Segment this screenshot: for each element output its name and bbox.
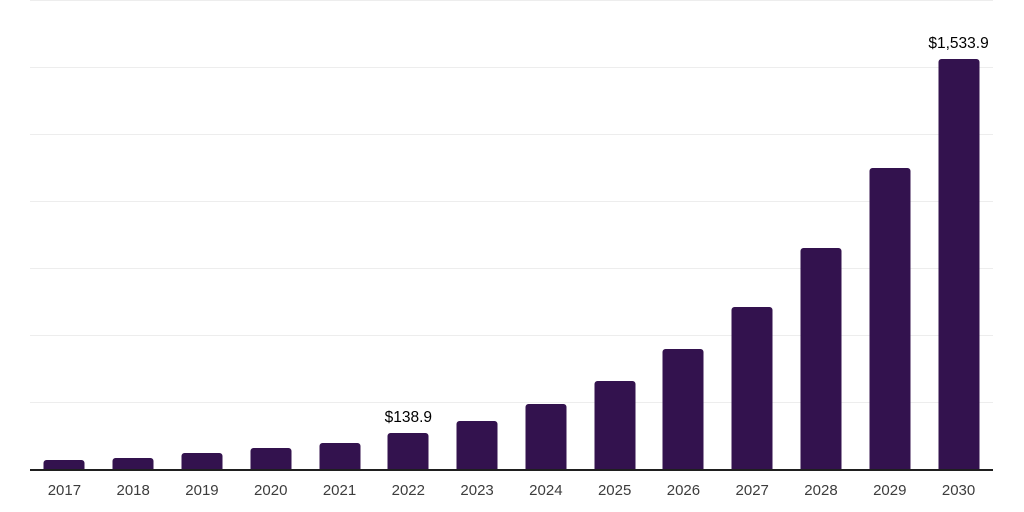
gridline-1750: [30, 0, 993, 2]
bar-2017: [43, 460, 85, 470]
bar-2020: [250, 448, 292, 470]
bar-2018: [112, 457, 154, 470]
x-tick-label-2017: 2017: [47, 482, 82, 499]
x-tick-label-2019: 2019: [185, 482, 219, 499]
bar-column-2023: [443, 0, 512, 470]
gridline-250: [30, 402, 993, 404]
bar-column-2018: [99, 0, 168, 470]
gridline-1500: [30, 67, 993, 69]
bar-2023: [456, 421, 498, 470]
x-tick-label-2022: 2022: [391, 482, 425, 499]
bar-column-2026: [649, 0, 718, 470]
x-axis-line: [30, 469, 993, 471]
bar-2024: [525, 404, 567, 470]
bar-column-2019: [168, 0, 237, 470]
bar-2026: [662, 349, 704, 470]
bar-2022: $138.9: [385, 410, 432, 470]
x-tick-label-2020: 2020: [254, 482, 288, 499]
bars-container: $138.9 $1,533.9: [30, 0, 993, 470]
gridline-1250: [30, 134, 993, 136]
bar-column-2017: [30, 0, 99, 470]
x-tick-label-2025: 2025: [597, 482, 632, 499]
bar-column-2028: [787, 0, 856, 470]
value-label-2030: $1,533.9: [928, 35, 989, 53]
plot-area: $138.9 $1,533.9: [30, 0, 993, 471]
bar-column-2030: $1,533.9: [924, 0, 993, 470]
bar-2019: [181, 453, 223, 470]
bar-2029: [869, 168, 911, 470]
x-tick-label-2028: 2028: [804, 482, 838, 499]
x-tick-label-2029: 2029: [873, 482, 907, 499]
bar-column-2020: [236, 0, 305, 470]
x-tick-label-2021: 2021: [322, 482, 357, 499]
bar-column-2022: $138.9: [374, 0, 443, 470]
bar-2030: $1,533.9: [928, 36, 989, 470]
bar-column-2027: [718, 0, 787, 470]
x-tick-label-2018: 2018: [116, 482, 150, 499]
x-tick-label-2026: 2026: [666, 482, 701, 499]
x-tick-label-2024: 2024: [529, 482, 563, 499]
bar-column-2024: [511, 0, 580, 470]
bar-column-2025: [580, 0, 649, 470]
bar-2027: [731, 306, 773, 470]
bar-column-2029: [855, 0, 924, 470]
bar-2025: [594, 380, 636, 470]
x-axis-tick-labels: 2017 2018 2019 2020 2021 2022 2023 2024 2025 2026…: [30, 482, 993, 500]
gridline-500: [30, 335, 993, 337]
x-tick-label-2027: 2027: [735, 482, 769, 499]
x-tick-label-2023: 2023: [460, 482, 494, 499]
bar-column-2021: [305, 0, 374, 470]
gridline-1000: [30, 201, 993, 203]
bar-2028: [800, 247, 842, 470]
bar-2021: [319, 442, 361, 470]
value-label-2022: $138.9: [384, 409, 433, 427]
x-tick-label-2030: 2030: [941, 482, 976, 499]
gridline-750: [30, 268, 993, 270]
